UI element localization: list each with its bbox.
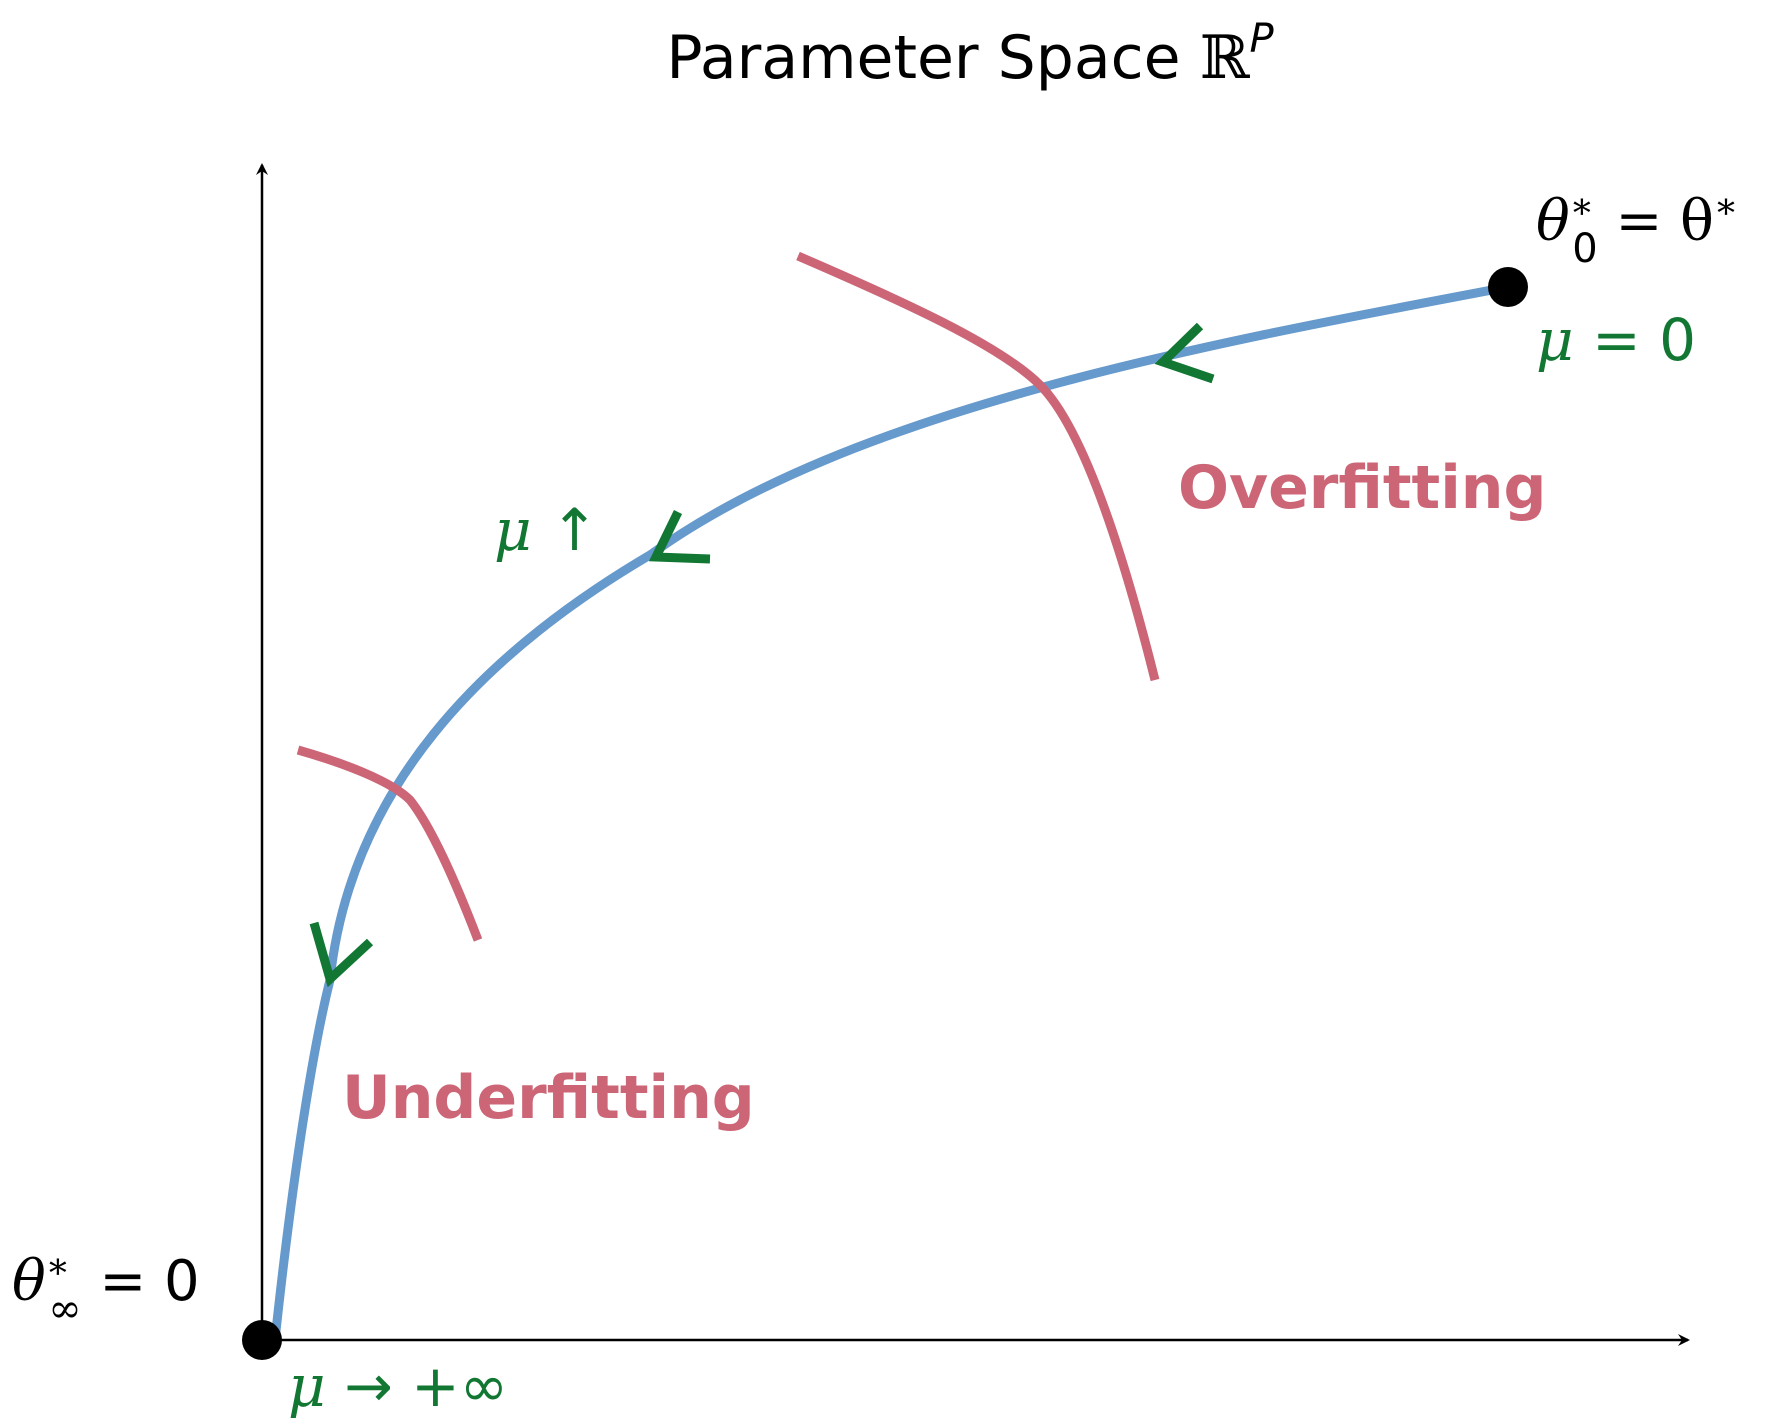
regularization-path [270,282,1513,1345]
overfitting-label: Overfitting [1178,453,1546,523]
underfitting-label: Underfitting [342,1063,755,1133]
end-point-label: θ∗ 0 = θ∗ [1536,186,1738,272]
mu-zero-label: μ = 0 [1536,306,1696,374]
mu-infinity-label: μ → +∞ [288,1352,508,1420]
mu-increase-label: μ ↑ [494,496,599,564]
underfitting-boundary [296,745,483,942]
overfitting-boundary [796,251,1160,682]
origin-point [242,1320,282,1360]
origin-label: θ∗ ∞ = 0 [12,1246,200,1332]
path-direction-arrow [309,921,374,988]
path-direction-arrow [648,510,711,564]
diagram-title: Parameter Space ℝP [666,16,1274,93]
path-direction-arrow [1154,322,1215,384]
end-point [1488,267,1528,307]
